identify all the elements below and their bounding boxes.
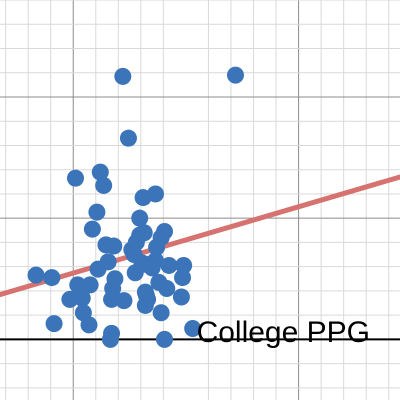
- data-point: [83, 220, 101, 238]
- data-point: [152, 304, 170, 322]
- data-point: [139, 290, 157, 308]
- data-point: [172, 288, 190, 306]
- data-point: [73, 289, 91, 307]
- data-point: [99, 253, 117, 271]
- data-point: [61, 290, 79, 308]
- data-point: [174, 269, 192, 287]
- data-point: [81, 276, 99, 294]
- data-point: [184, 319, 202, 337]
- data-point: [150, 273, 168, 291]
- data-point: [131, 209, 149, 227]
- data-point: [160, 256, 178, 274]
- data-point: [80, 316, 98, 334]
- data-point: [115, 292, 133, 310]
- data-point: [95, 176, 113, 194]
- data-point: [69, 276, 87, 294]
- data-point: [156, 330, 174, 348]
- data-point: [146, 185, 164, 203]
- data-point: [226, 66, 244, 84]
- data-point: [27, 266, 45, 284]
- data-point: [101, 330, 119, 348]
- trend-line-layer: [0, 174, 400, 298]
- data-point: [43, 269, 61, 287]
- data-point: [148, 238, 166, 256]
- data-points: [27, 66, 244, 348]
- data-point: [143, 259, 161, 277]
- trend-line: [0, 174, 400, 298]
- data-point: [45, 315, 63, 333]
- data-point: [88, 203, 106, 221]
- data-point: [119, 129, 137, 147]
- data-point: [104, 279, 122, 297]
- data-point: [105, 237, 123, 255]
- x-axis-label: College PPG: [197, 316, 370, 349]
- data-point: [91, 163, 109, 181]
- data-point: [66, 169, 84, 187]
- data-point: [114, 67, 132, 85]
